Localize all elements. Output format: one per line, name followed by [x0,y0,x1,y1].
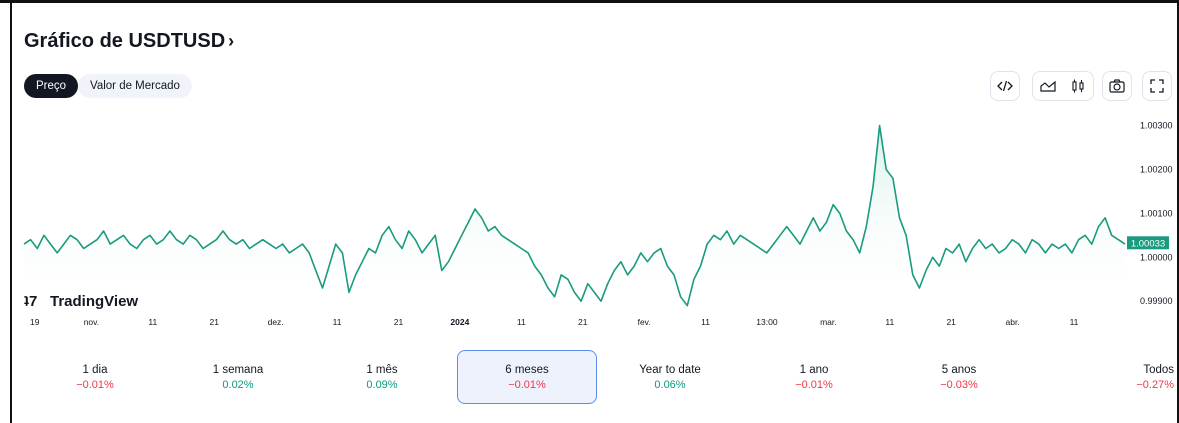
period-change: −0.27% [1136,378,1174,391]
x-tick-label: 11 [885,317,894,327]
fullscreen-button[interactable] [1142,71,1172,101]
period-option[interactable]: 5 anos −0.03% [889,350,1029,404]
period-option[interactable]: Todos −0.27% [1034,350,1174,404]
x-tick-label: 2024 [450,317,469,327]
watermark-text: TradingView [50,293,138,310]
x-tick-label: 11 [517,317,526,327]
period-option[interactable]: 1 semana 0.02% [168,350,308,404]
page-title[interactable]: Gráfico de USDTUSD [24,30,226,52]
period-label: 6 meses [505,363,549,376]
x-tick-label: 11 [148,317,157,327]
tradingview-mark-icon: ʇ7 [24,293,37,310]
period-label: 5 anos [941,363,977,376]
price-area [24,125,1125,310]
period-label: 1 dia [82,363,108,376]
area-chart-icon [1040,80,1056,92]
period-change: 0.09% [366,378,398,391]
y-axis: 1.00300 1.00200 1.00100 1.00000 0.99900 [1140,121,1173,307]
period-change: −0.01% [76,378,114,391]
frame-left-edge [10,3,12,423]
y-tick-label: 1.00100 [1140,208,1173,218]
period-option[interactable]: 1 dia −0.01% [25,350,165,404]
x-tick-label: 19 [30,317,40,327]
screenshot-button[interactable] [1102,71,1132,101]
x-tick-label: 11 [701,317,710,327]
period-option[interactable]: 1 mês 0.09% [312,350,452,404]
period-change: 0.02% [222,378,254,391]
camera-icon [1109,79,1125,93]
period-option[interactable]: 1 ano −0.01% [744,350,884,404]
x-tick-label: 11 [1070,317,1079,327]
line-style-button[interactable] [1033,72,1063,100]
chevron-right-icon[interactable]: › [228,31,235,51]
x-axis[interactable]: 19 nov. 11 21 dez. 11 21 2024 11 21 fev. 11 13:00 mar… [30,317,1079,327]
x-tick-label: abr. [1005,317,1019,327]
x-tick-label: 21 [394,317,404,327]
tradingview-logo: ʇ7 TradingView [24,293,138,310]
last-price-label-bg [1127,236,1169,250]
period-change: −0.01% [795,378,833,391]
y-tick-label: 1.00200 [1140,164,1173,174]
period-label: 1 mês [366,363,398,376]
x-tick-label: 13:00 [756,317,778,327]
price-chart[interactable]: 1.00300 1.00200 1.00100 1.00000 0.99900 19 no… [0,100,1179,340]
x-tick-label: 21 [578,317,588,327]
period-selector: 1 dia −0.01% 1 semana 0.02% 1 mês 0.09% 6 mese… [0,350,1179,406]
period-change: −0.03% [940,378,978,391]
chart-header[interactable]: Gráfico de USDTUSD › [24,30,234,53]
period-label: 1 semana [212,363,264,376]
code-icon [997,80,1013,92]
period-option[interactable]: Year to date 0.06% [600,350,740,404]
x-tick-label: mar. [820,317,837,327]
candlestick-icon [1072,79,1084,93]
tab-price[interactable]: Preço [24,74,79,98]
y-tick-label: 0.99900 [1140,296,1173,306]
last-price-marker: 1.00033 [1127,236,1169,250]
period-label: 1 ano [799,363,829,376]
x-tick-label: 11 [333,317,342,327]
period-change: 0.06% [654,378,686,391]
period-option[interactable]: 6 meses −0.01% [457,350,597,404]
last-price-label: 1.00033 [1131,238,1165,249]
price-line [23,124,1126,307]
period-label: Year to date [639,363,701,376]
y-tick-label: 1.00300 [1140,121,1173,131]
x-tick-label: 21 [946,317,956,327]
fullscreen-icon [1150,79,1164,93]
chart-style-group [1032,71,1094,101]
x-tick-label: fev. [638,317,651,327]
x-tick-label: dez. [268,317,284,327]
y-tick-label: 1.00000 [1140,252,1173,262]
candle-style-button[interactable] [1063,72,1093,100]
period-change: −0.01% [508,378,546,391]
period-label: Todos [1143,363,1174,376]
x-tick-label: 21 [210,317,220,327]
embed-button[interactable] [990,71,1020,101]
x-tick-label: nov. [84,317,99,327]
tab-market-cap[interactable]: Valor de Mercado [78,74,192,98]
